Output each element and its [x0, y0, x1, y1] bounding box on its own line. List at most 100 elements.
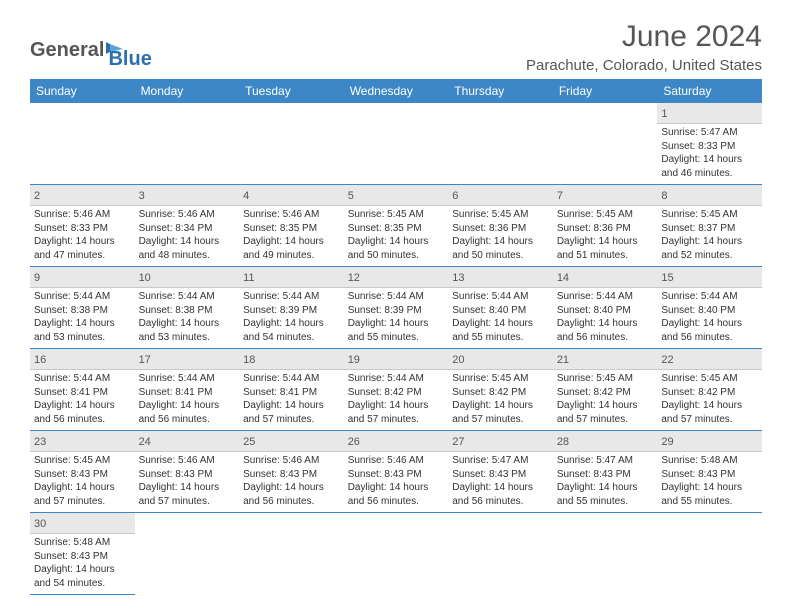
calendar-empty-cell: [239, 513, 344, 595]
day-details: Sunrise: 5:44 AMSunset: 8:41 PMDaylight:…: [139, 372, 236, 426]
day-number-strip: 8: [657, 185, 762, 206]
day-number: 19: [348, 354, 360, 366]
day-details: Sunrise: 5:46 AMSunset: 8:35 PMDaylight:…: [243, 208, 340, 262]
day-details: Sunrise: 5:44 AMSunset: 8:40 PMDaylight:…: [452, 290, 549, 344]
day-details: Sunrise: 5:48 AMSunset: 8:43 PMDaylight:…: [34, 536, 131, 590]
day-number: 9: [34, 272, 40, 284]
day-details: Sunrise: 5:45 AMSunset: 8:43 PMDaylight:…: [34, 454, 131, 508]
calendar-day: 4Sunrise: 5:46 AMSunset: 8:35 PMDaylight…: [239, 185, 344, 267]
day-number-strip: 11: [239, 267, 344, 288]
calendar-empty-cell: [553, 103, 658, 185]
day-number: 25: [243, 436, 255, 448]
day-number: 6: [452, 190, 458, 202]
day-number-strip: 29: [657, 431, 762, 452]
calendar-day: 7Sunrise: 5:45 AMSunset: 8:36 PMDaylight…: [553, 185, 658, 267]
title-block: June 2024 Parachute, Colorado, United St…: [526, 20, 762, 74]
calendar-day: 22 Sunrise: 5:45 AMSunset: 8:42 PMDayligh…: [657, 349, 762, 431]
calendar-row: 23 Sunrise: 5:45 AMSunset: 8:43 PMDayligh…: [30, 431, 762, 513]
calendar-day: 6 Sunrise: 5:45 AMSunset: 8:36 PMDaylight…: [448, 185, 553, 267]
day-number: 10: [139, 272, 151, 284]
weekday-header: Friday: [553, 79, 658, 103]
day-details: Sunrise: 5:44 AMSunset: 8:42 PMDaylight:…: [348, 372, 445, 426]
day-number: 24: [139, 436, 151, 448]
day-details: Sunrise: 5:47 AMSunset: 8:43 PMDaylight:…: [557, 454, 654, 508]
day-number: 22: [661, 354, 673, 366]
calendar-day: 12 Sunrise: 5:44 AMSunset: 8:39 PMDayligh…: [344, 267, 449, 349]
day-details: Sunrise: 5:45 AMSunset: 8:42 PMDaylight:…: [557, 372, 654, 426]
calendar-empty-cell: [344, 103, 449, 185]
day-details: Sunrise: 5:47 AMSunset: 8:43 PMDaylight:…: [452, 454, 549, 508]
calendar-empty-cell: [30, 103, 135, 185]
weekday-header: Monday: [135, 79, 240, 103]
calendar-empty-cell: [239, 103, 344, 185]
calendar-day: 11Sunrise: 5:44 AMSunset: 8:39 PMDayligh…: [239, 267, 344, 349]
calendar-day: 8 Sunrise: 5:45 AMSunset: 8:37 PMDaylight…: [657, 185, 762, 267]
day-details: Sunrise: 5:45 AMSunset: 8:37 PMDaylight:…: [661, 208, 758, 262]
day-number-strip: 9: [30, 267, 135, 288]
calendar-empty-cell: [553, 513, 658, 595]
day-details: Sunrise: 5:44 AMSunset: 8:38 PMDaylight:…: [139, 290, 236, 344]
weekday-header-row: SundayMondayTuesdayWednesdayThursdayFrid…: [30, 79, 762, 103]
day-number: 1: [661, 108, 667, 120]
day-details: Sunrise: 5:46 AMSunset: 8:43 PMDaylight:…: [243, 454, 340, 508]
day-number: 23: [34, 436, 46, 448]
weekday-header: Sunday: [30, 79, 135, 103]
calendar-day: 1 Sunrise: 5:47 AMSunset: 8:33 PMDaylight…: [657, 103, 762, 185]
calendar-day: 10 Sunrise: 5:44 AMSunset: 8:38 PMDayligh…: [135, 267, 240, 349]
day-details: Sunrise: 5:45 AMSunset: 8:35 PMDaylight:…: [348, 208, 445, 262]
day-details: Sunrise: 5:44 AMSunset: 8:39 PMDaylight:…: [348, 290, 445, 344]
day-number: 2: [34, 190, 40, 202]
day-number: 30: [34, 518, 46, 530]
day-details: Sunrise: 5:45 AMSunset: 8:42 PMDaylight:…: [452, 372, 549, 426]
day-number-strip: 14: [553, 267, 658, 288]
day-number-strip: 16: [30, 349, 135, 370]
day-number-strip: 30: [30, 513, 135, 534]
calendar-row: 2 Sunrise: 5:46 AMSunset: 8:33 PMDaylight…: [30, 185, 762, 267]
calendar-day: 18Sunrise: 5:44 AMSunset: 8:41 PMDayligh…: [239, 349, 344, 431]
day-number-strip: 19: [344, 349, 449, 370]
day-details: Sunrise: 5:46 AMSunset: 8:33 PMDaylight:…: [34, 208, 131, 262]
day-details: Sunrise: 5:45 AMSunset: 8:36 PMDaylight:…: [452, 208, 549, 262]
day-number-strip: 21: [553, 349, 658, 370]
logo: General Blue: [30, 30, 152, 71]
calendar-day: 3Sunrise: 5:46 AMSunset: 8:34 PMDaylight…: [135, 185, 240, 267]
day-details: Sunrise: 5:44 AMSunset: 8:39 PMDaylight:…: [243, 290, 340, 344]
day-details: Sunrise: 5:45 AMSunset: 8:36 PMDaylight:…: [557, 208, 654, 262]
calendar-day: 30 Sunrise: 5:48 AMSunset: 8:43 PMDayligh…: [30, 513, 135, 595]
day-details: Sunrise: 5:45 AMSunset: 8:42 PMDaylight:…: [661, 372, 758, 426]
weekday-header: Thursday: [448, 79, 553, 103]
day-number-strip: 23: [30, 431, 135, 452]
day-number-strip: 26: [344, 431, 449, 452]
day-number-strip: 5: [344, 185, 449, 206]
month-title: June 2024: [526, 20, 762, 54]
header: General Blue June 2024 Parachute, Colora…: [30, 20, 762, 74]
day-details: Sunrise: 5:46 AMSunset: 8:34 PMDaylight:…: [139, 208, 236, 262]
day-number-strip: 1: [657, 103, 762, 124]
day-number-strip: 13: [448, 267, 553, 288]
day-number-strip: 15: [657, 267, 762, 288]
weekday-header: Saturday: [657, 79, 762, 103]
day-number: 26: [348, 436, 360, 448]
day-number: 12: [348, 272, 360, 284]
day-details: Sunrise: 5:47 AMSunset: 8:33 PMDaylight:…: [661, 126, 758, 180]
calendar-day: 15Sunrise: 5:44 AMSunset: 8:40 PMDayligh…: [657, 267, 762, 349]
calendar: SundayMondayTuesdayWednesdayThursdayFrid…: [30, 79, 762, 595]
weekday-header: Tuesday: [239, 79, 344, 103]
calendar-row: 1 Sunrise: 5:47 AMSunset: 8:33 PMDaylight…: [30, 103, 762, 185]
calendar-day: 2 Sunrise: 5:46 AMSunset: 8:33 PMDaylight…: [30, 185, 135, 267]
day-number-strip: 25: [239, 431, 344, 452]
day-number-strip: 17: [135, 349, 240, 370]
day-number: 8: [661, 190, 667, 202]
day-number: 16: [34, 354, 46, 366]
calendar-empty-cell: [135, 513, 240, 595]
calendar-day: 26Sunrise: 5:46 AMSunset: 8:43 PMDayligh…: [344, 431, 449, 513]
day-number: 28: [557, 436, 569, 448]
calendar-day: 19 Sunrise: 5:44 AMSunset: 8:42 PMDayligh…: [344, 349, 449, 431]
logo-text-gray: General: [30, 39, 104, 62]
day-number: 21: [557, 354, 569, 366]
calendar-day: 28 Sunrise: 5:47 AMSunset: 8:43 PMDayligh…: [553, 431, 658, 513]
logo-text-blue: Blue: [108, 48, 151, 70]
day-number: 18: [243, 354, 255, 366]
calendar-empty-cell: [344, 513, 449, 595]
day-number-strip: 20: [448, 349, 553, 370]
